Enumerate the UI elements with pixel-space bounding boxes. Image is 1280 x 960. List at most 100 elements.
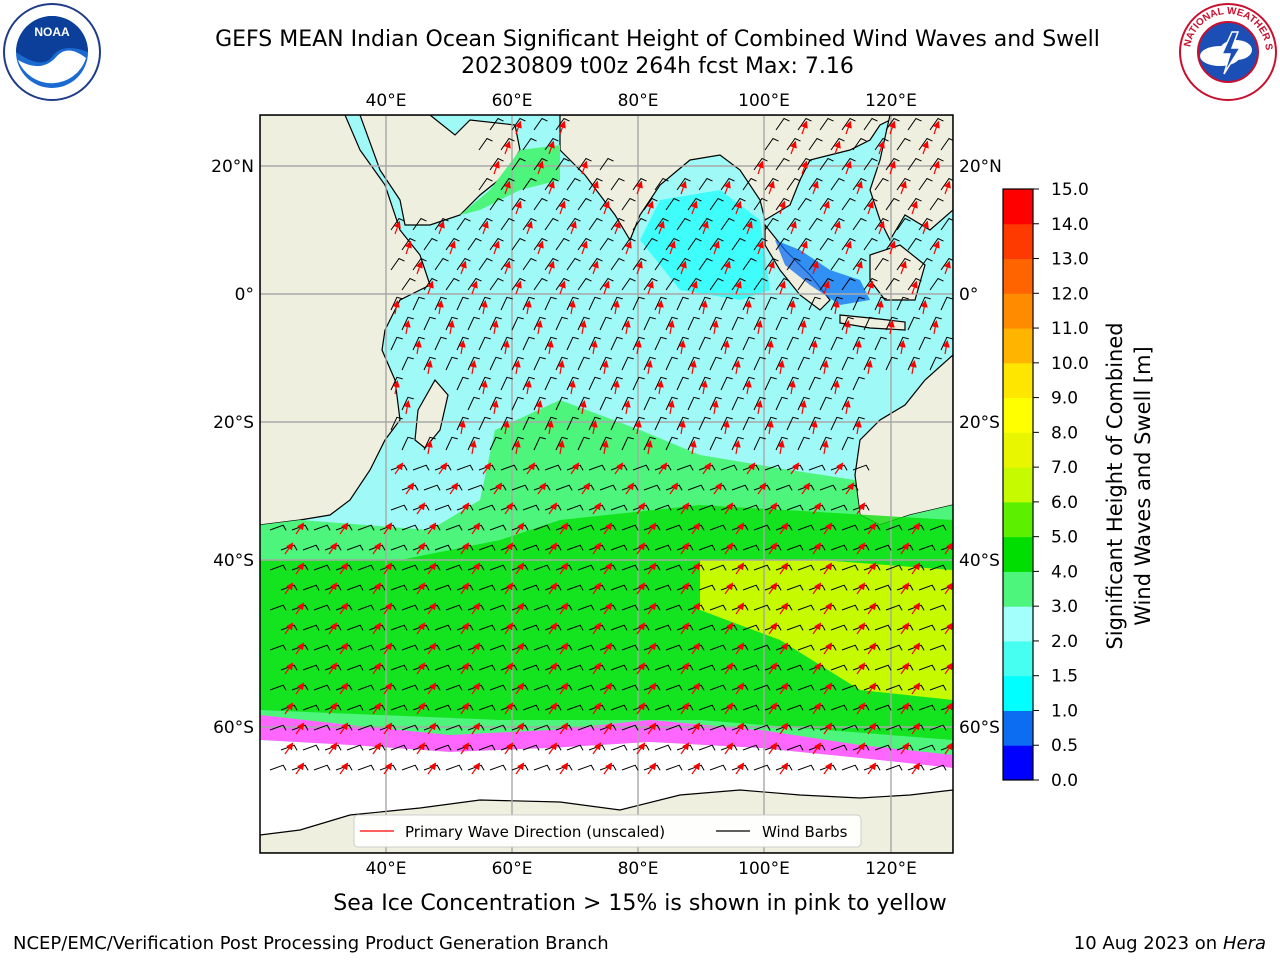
footer-credit: NCEP/EMC/Verification Post Processing Pr… <box>13 933 609 954</box>
wind-barb <box>731 396 744 411</box>
wave-arrow <box>603 682 613 695</box>
wind-barb <box>841 117 856 131</box>
wind-barb <box>786 336 799 351</box>
wind-barb <box>467 764 485 771</box>
wind-barb <box>588 376 601 391</box>
wind-barb <box>819 237 834 251</box>
wave-arrow <box>460 622 470 635</box>
wave-arrow <box>502 340 510 355</box>
wave-arrow <box>911 522 921 535</box>
wind-barb <box>808 376 821 391</box>
wind-barb <box>511 484 529 491</box>
wind-barb <box>830 504 848 511</box>
wave-arrow <box>416 502 426 515</box>
wave-arrow <box>680 542 690 555</box>
wind-barb <box>709 277 724 291</box>
wave-arrow <box>691 682 701 695</box>
wind-barb <box>643 316 656 331</box>
wave-arrow <box>625 482 635 495</box>
wind-barb <box>302 704 320 711</box>
wind-barb <box>753 604 771 611</box>
wind-barb <box>918 137 933 151</box>
wind-barb <box>599 524 617 531</box>
wave-arrow <box>284 742 294 755</box>
wind-barb <box>764 376 777 391</box>
wave-arrow <box>295 762 305 775</box>
wind-barb <box>577 604 595 611</box>
wave-arrow <box>603 602 613 615</box>
wind-barb <box>830 544 848 551</box>
wind-barb <box>456 624 474 631</box>
wave-arrow <box>876 300 884 315</box>
wind-barb <box>522 584 540 591</box>
wind-barb <box>687 197 702 211</box>
wind-barb <box>786 257 801 271</box>
wave-arrow <box>284 702 294 715</box>
wind-barb <box>731 564 749 571</box>
wave-arrow <box>900 582 910 595</box>
wind-barb <box>885 604 903 611</box>
wave-arrow <box>328 582 338 595</box>
wind-barb <box>610 744 628 751</box>
wind-barb <box>511 157 526 171</box>
wave-arrow <box>691 562 701 575</box>
wave-arrow <box>284 622 294 635</box>
wave-arrow <box>856 662 866 675</box>
colorbar-tick-label: 13.0 <box>1051 250 1089 270</box>
wind-barb <box>731 237 746 251</box>
wind-barb <box>841 644 859 651</box>
wind-barb <box>478 416 491 431</box>
wind-barb <box>632 624 650 631</box>
wind-barb <box>313 564 331 571</box>
wave-arrow <box>691 642 701 655</box>
wind-barb <box>544 584 562 591</box>
wave-arrow <box>855 180 863 195</box>
wind-barb <box>753 356 766 371</box>
wave-arrow <box>810 420 818 435</box>
wind-barb <box>588 296 601 311</box>
wind-barb <box>632 584 650 591</box>
wind-barb <box>379 524 397 531</box>
legend-barb-label: Wind Barbs <box>762 823 848 841</box>
wind-barb <box>379 644 397 651</box>
wind-barb <box>456 704 474 711</box>
wave-arrow <box>766 420 774 435</box>
wave-arrow <box>636 502 646 515</box>
wind-barb <box>841 277 856 291</box>
wind-barb <box>720 624 738 631</box>
wind-barb <box>929 764 947 771</box>
wave-arrow <box>515 562 525 575</box>
wave-arrow <box>746 462 756 475</box>
wind-barb <box>445 524 463 531</box>
wave-arrow <box>591 260 599 275</box>
wind-barb <box>456 584 474 591</box>
wind-barb <box>775 316 788 331</box>
wind-barb <box>929 277 944 291</box>
wind-barb <box>544 704 562 711</box>
wind-barb <box>467 277 482 291</box>
wind-barb <box>665 724 683 731</box>
wind-barb <box>368 664 386 671</box>
wave-arrow <box>393 220 401 235</box>
wave-arrow <box>425 360 433 375</box>
wind-barb <box>423 524 441 531</box>
wind-barb <box>489 644 507 651</box>
wind-barb <box>577 436 590 451</box>
wind-barb <box>588 544 606 551</box>
wind-barb <box>500 624 518 631</box>
wave-arrow <box>779 522 789 535</box>
wave-arrow <box>812 542 822 555</box>
wind-barb <box>698 217 713 231</box>
wind-barb <box>687 684 705 691</box>
wave-arrow <box>558 120 566 135</box>
wind-barb <box>698 744 716 751</box>
wind-barb <box>764 544 782 551</box>
wind-barb <box>654 504 672 511</box>
wind-barb <box>841 356 854 371</box>
wave-arrow <box>339 562 349 575</box>
wind-barb <box>478 544 496 551</box>
wind-barb <box>742 584 760 591</box>
colorbar-frame <box>1002 188 1034 781</box>
wind-barb <box>522 336 535 351</box>
